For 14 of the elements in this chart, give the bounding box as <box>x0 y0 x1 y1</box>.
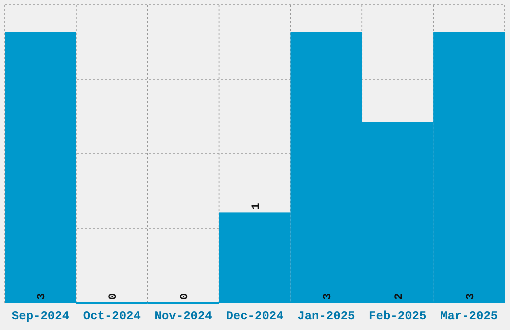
x-tick-label: Nov-2024 <box>154 310 212 324</box>
data-label: 3 <box>465 293 478 300</box>
x-tick-label: Sep-2024 <box>12 310 70 324</box>
x-tick-label: Mar-2025 <box>440 310 498 324</box>
x-tick-label: Jan-2025 <box>298 310 356 324</box>
x-tick-label: Feb-2025 <box>369 310 427 324</box>
data-label: 0 <box>108 293 120 300</box>
data-label: 0 <box>180 293 192 300</box>
x-tick-label: Dec-2024 <box>226 310 284 324</box>
data-label: 3 <box>322 293 334 300</box>
x-tick-label: Oct-2024 <box>83 310 141 324</box>
data-label: 1 <box>251 202 263 210</box>
data-label: 3 <box>36 293 49 300</box>
data-label: 2 <box>394 293 406 300</box>
